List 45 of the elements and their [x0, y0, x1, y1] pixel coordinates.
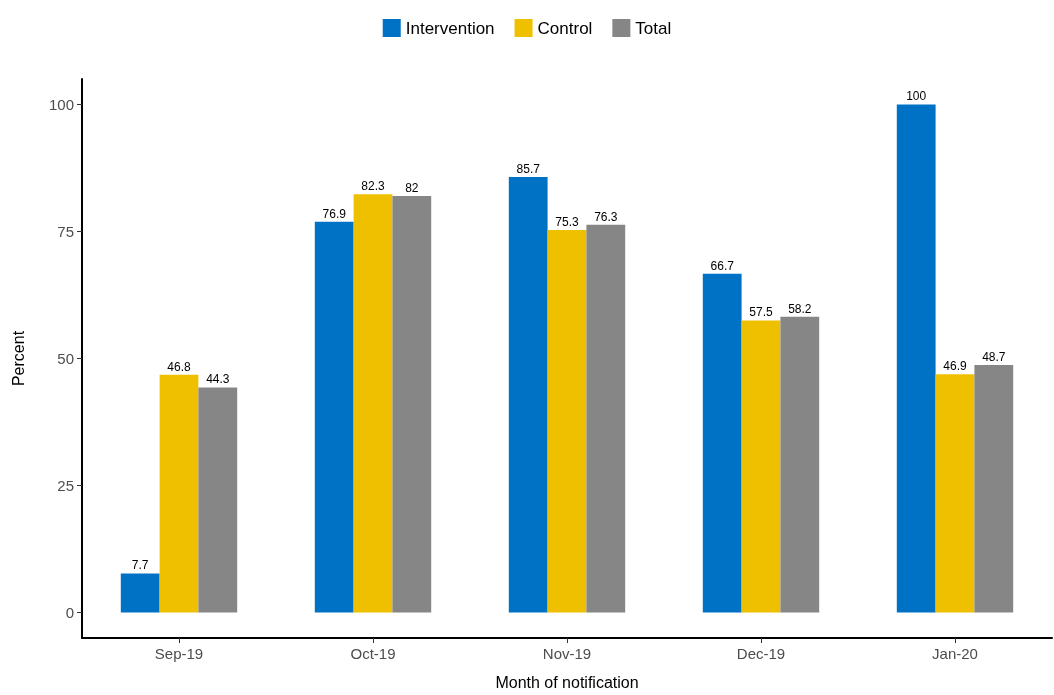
x-axis-title: Month of notification — [495, 673, 639, 691]
bar — [508, 177, 548, 613]
y-tick-label: 75 — [57, 222, 74, 240]
data-label: 48.7 — [982, 350, 1006, 365]
x-tick-label: Dec-19 — [736, 645, 786, 662]
legend-label: Control — [537, 18, 593, 38]
bar — [741, 320, 781, 613]
data-label: 7.7 — [131, 558, 149, 573]
data-label: 46.8 — [167, 359, 191, 374]
bar — [120, 573, 160, 613]
data-label: 46.9 — [943, 359, 967, 374]
y-tick-label: 0 — [65, 604, 74, 622]
legend-label: Intervention — [405, 18, 495, 38]
bar — [974, 365, 1014, 613]
data-label: 58.2 — [788, 301, 812, 316]
x-tick-label: Jan-20 — [932, 645, 978, 662]
bar — [392, 195, 432, 613]
bar — [896, 104, 936, 613]
data-label: 57.5 — [749, 305, 773, 320]
data-label: 100 — [906, 89, 927, 104]
y-tick-label: 50 — [57, 350, 74, 367]
legend-label: Total — [635, 18, 672, 38]
data-label: 82.3 — [361, 179, 385, 194]
bar — [314, 221, 354, 613]
bar — [702, 273, 742, 613]
bar — [547, 229, 587, 613]
y-tick-label: 25 — [57, 477, 74, 495]
data-label: 85.7 — [516, 162, 541, 177]
x-tick-label: Oct-19 — [350, 645, 396, 662]
bar — [935, 374, 975, 613]
bar — [780, 316, 820, 613]
data-label: 66.7 — [710, 258, 735, 273]
data-label: 76.9 — [322, 206, 347, 221]
data-label: 44.3 — [206, 372, 230, 387]
bar — [159, 374, 199, 613]
bar — [586, 224, 626, 613]
y-axis-title: Percent — [9, 330, 27, 387]
x-tick-label: Sep-19 — [154, 645, 204, 662]
y-tick-label: 100 — [48, 95, 74, 113]
bar — [198, 387, 238, 613]
data-label: 75.3 — [555, 214, 579, 229]
bar — [353, 194, 393, 613]
x-tick-label: Nov-19 — [542, 645, 592, 662]
data-label: 82 — [405, 180, 419, 195]
data-label: 76.3 — [594, 209, 618, 224]
